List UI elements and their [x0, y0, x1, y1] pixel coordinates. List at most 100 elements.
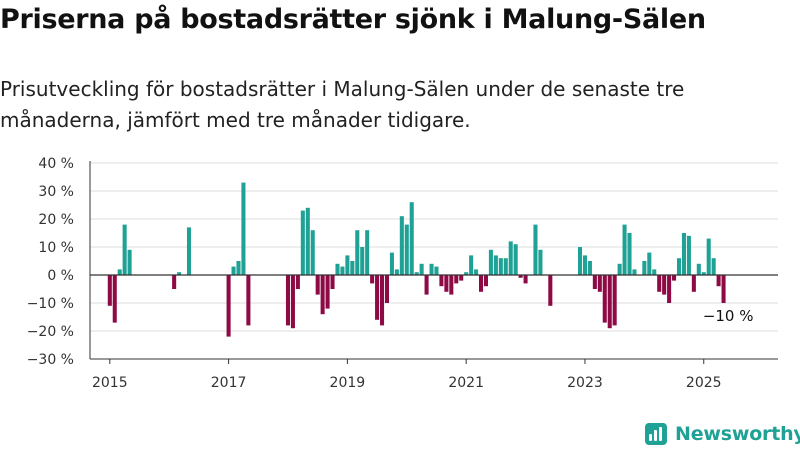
bar-negative [285, 275, 291, 326]
bar-positive [711, 258, 716, 275]
bar-positive [627, 233, 632, 275]
bar-positive [365, 230, 370, 275]
bar-positive [305, 207, 310, 275]
y-tick-label: 30 % [38, 184, 74, 200]
bar-positive [404, 224, 409, 275]
bar-positive [577, 247, 583, 275]
bar-negative [107, 275, 112, 306]
x-tick-label: 2015 [92, 375, 128, 391]
bar-positive [686, 235, 691, 275]
bar-positive [127, 249, 132, 275]
bar-positive [389, 252, 394, 275]
bar-positive [538, 249, 543, 275]
chart-title: Priserna på bostadsrätter sjönk i Malung… [0, 4, 706, 35]
bar-negative [662, 275, 667, 295]
bar-positive [488, 249, 493, 275]
bar-negative [379, 275, 385, 326]
bar-negative [444, 275, 449, 292]
bar-negative [320, 275, 325, 315]
bar-positive [117, 269, 122, 275]
bar-positive [647, 252, 652, 275]
bar-negative [548, 275, 553, 306]
bar-chart: −30 % −20 % −10 % 0 % 10 % 20 % 30 % 40 % 2015 20… [27, 156, 778, 391]
bar-positive [632, 269, 637, 275]
bar-negative [112, 275, 117, 323]
bar-positive [582, 255, 587, 275]
bar-positive [394, 269, 399, 275]
bar-positive [469, 255, 474, 275]
bar-negative [607, 275, 612, 329]
brand-name: Newsworthy [675, 423, 800, 445]
bar-negative [295, 275, 300, 289]
bar-negative [384, 275, 390, 303]
bar-negative [370, 275, 375, 284]
bar-negative [657, 275, 662, 292]
bar-negative [483, 275, 489, 287]
bar-negative [290, 275, 295, 329]
chart-subtitle: Prisutveckling för bostadsrätter i Malun… [0, 77, 685, 132]
y-tick-label: −10 % [27, 296, 74, 312]
newsworthy-logo-icon [645, 423, 667, 445]
bar-negative [424, 275, 429, 295]
bar-positive [414, 272, 419, 275]
bar-positive [186, 227, 192, 275]
x-tick-label: 2017 [211, 375, 247, 391]
bar-positive [681, 233, 686, 275]
y-tick-label: 20 % [38, 212, 74, 228]
x-tick-label: 2021 [448, 375, 484, 391]
bar-negative [459, 275, 464, 281]
bar-positive [355, 230, 360, 275]
bar-negative [597, 275, 602, 292]
bar-positive [434, 266, 439, 275]
bar-negative [315, 275, 320, 295]
bar-negative [375, 275, 380, 320]
bar-negative [612, 275, 617, 326]
bar-negative [716, 275, 721, 287]
bar-positive [177, 272, 182, 275]
bar-positive [360, 247, 365, 275]
x-tick-label: 2019 [330, 375, 366, 391]
bar-positive [409, 202, 414, 275]
bar-negative [246, 275, 251, 326]
bar-positive [335, 263, 340, 275]
bar-positive [696, 263, 701, 275]
bar-positive [310, 230, 315, 275]
bar-positive [241, 182, 246, 275]
bar-negative [523, 275, 528, 284]
bar-positive [642, 261, 647, 275]
bar-negative [602, 275, 607, 323]
bar-negative [172, 275, 177, 289]
bar-positive [652, 269, 657, 275]
bar-positive [464, 272, 469, 275]
bar-positive [676, 258, 682, 275]
bar-negative [478, 275, 484, 292]
bar-positive [231, 266, 236, 275]
bar-negative [226, 275, 231, 337]
bar-negative [325, 275, 330, 309]
bar-negative [672, 275, 677, 281]
bar-positive [419, 263, 424, 275]
bar-positive [701, 272, 706, 275]
y-tick-label: 0 % [47, 268, 74, 284]
bar-negative [667, 275, 672, 303]
bar-positive [300, 210, 305, 275]
y-tick-label: 10 % [38, 240, 74, 256]
y-tick-label: −30 % [27, 352, 74, 368]
bar-negative [592, 275, 597, 289]
bar-positive [493, 255, 498, 275]
bar-positive [508, 241, 513, 275]
bar-negative [330, 275, 335, 289]
bar-positive [345, 255, 350, 275]
bar-negative [439, 275, 444, 287]
bar-negative [518, 275, 523, 278]
bar-positive [513, 244, 518, 275]
bar-positive [236, 261, 241, 275]
bar-positive [617, 263, 622, 275]
bar-negative [691, 275, 696, 292]
bar-positive [474, 269, 479, 275]
bar-positive [350, 261, 355, 275]
bar-positive [498, 258, 503, 275]
bar-negative [449, 275, 454, 295]
brand: Newsworthy [645, 420, 800, 448]
bar-positive [622, 224, 627, 275]
